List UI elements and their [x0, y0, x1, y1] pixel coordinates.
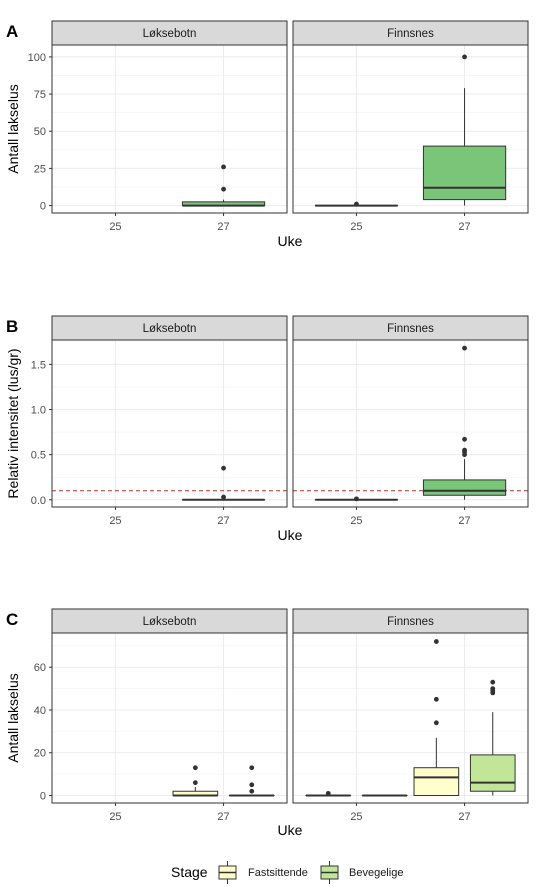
y-tick-label: 40 [34, 705, 46, 717]
facet-strip [292, 20, 529, 46]
outlier-point [354, 496, 359, 502]
y-tick-label: 25 [34, 163, 46, 175]
box-body [469, 754, 516, 792]
outlier-point [192, 765, 198, 771]
panel-border [292, 632, 529, 804]
outlier-point [490, 686, 496, 691]
outlier-point [462, 436, 467, 442]
x-tick-label: 25 [350, 515, 362, 527]
panel-border [51, 632, 288, 804]
panel-border [292, 44, 529, 214]
outlier-point [433, 696, 439, 702]
x-tick-label: 27 [458, 221, 470, 233]
box-week-27 [181, 164, 266, 207]
outlier-point [490, 679, 496, 685]
legend-key-bevegelige [320, 861, 339, 884]
y-tick-label: 0 [40, 201, 46, 213]
facet-strip-label: Finnsnes [387, 323, 434, 335]
facet-strip-label: Finnsnes [387, 28, 434, 40]
box-body [413, 767, 460, 797]
box-body [422, 145, 507, 201]
y-axis-label: Relativ intensitet (lus/gr) [5, 348, 21, 498]
legend-key-fastsittende [218, 861, 237, 884]
facet-strip [292, 315, 529, 341]
y-tick-label: 60 [34, 662, 46, 674]
box-fastsittende-week-27 [413, 639, 460, 797]
x-axis-label: Uke [278, 233, 303, 249]
panel-tag: C [6, 610, 18, 629]
outlier-point [462, 345, 467, 351]
x-tick-label: 25 [109, 221, 121, 233]
x-axis-label: Uke [278, 822, 303, 838]
y-tick-label: 75 [34, 89, 46, 101]
outlier-point [325, 790, 331, 796]
facet-strip [292, 608, 529, 634]
y-tick-label: 100 [28, 52, 46, 64]
y-tick-label: 1.5 [31, 359, 46, 371]
y-tick-label: 0 [40, 791, 46, 803]
facet-strip [51, 20, 288, 46]
box-fastsittende-week-25 [305, 790, 352, 797]
box-body [422, 479, 507, 496]
outlier-point [433, 720, 439, 726]
outlier-point [192, 780, 198, 786]
y-axis-label: Antall lakselus [5, 673, 21, 763]
y-tick-label: 50 [34, 126, 46, 138]
outlier-point [462, 447, 467, 453]
box-week-27 [181, 465, 266, 501]
x-tick-label: 25 [350, 221, 362, 233]
panel-border [51, 44, 288, 214]
outlier-point [221, 186, 226, 192]
outlier-point [354, 201, 359, 207]
panel-background [52, 633, 287, 803]
panel-background [293, 340, 528, 507]
outlier-point [221, 494, 226, 500]
panel-background [52, 45, 287, 213]
facet-strip-label: Løksebotn [143, 616, 197, 628]
y-tick-label: 20 [34, 748, 46, 760]
x-tick-label: 25 [350, 811, 362, 823]
legend-label: Fastsittende [248, 867, 308, 879]
panel-background [52, 340, 287, 507]
box-week-27 [422, 345, 507, 500]
x-tick-label: 27 [217, 515, 229, 527]
outlier-point [249, 765, 255, 771]
y-tick-label: 0.0 [31, 495, 46, 507]
outlier-point [221, 164, 226, 170]
legend-label: Bevegelige [349, 867, 403, 879]
outlier-point [433, 639, 439, 644]
box-fastsittende-week-27 [172, 765, 219, 797]
panel-tag: A [6, 22, 18, 41]
x-tick-label: 27 [217, 811, 229, 823]
panel-border [51, 339, 288, 508]
panel-tag: B [6, 317, 18, 336]
y-axis-label: Antall lakselus [5, 84, 21, 174]
box-week-25 [314, 201, 399, 207]
facet-strip-label: Løksebotn [143, 323, 197, 335]
outlier-point [249, 782, 255, 788]
outlier-point [249, 788, 255, 794]
x-tick-label: 27 [458, 515, 470, 527]
box-week-27 [422, 54, 507, 206]
y-tick-label: 1.0 [31, 405, 46, 417]
x-tick-label: 25 [109, 811, 121, 823]
legend-title: Stage [171, 864, 208, 880]
facet-strip-label: Løksebotn [143, 28, 197, 40]
panel-border [292, 339, 529, 508]
outlier-point [221, 465, 226, 471]
x-axis-label: Uke [278, 527, 303, 543]
box-bevegelige-week-27 [469, 679, 516, 796]
x-tick-label: 25 [109, 515, 121, 527]
facet-strip [51, 315, 288, 341]
x-tick-label: 27 [217, 221, 229, 233]
y-tick-label: 0.5 [31, 450, 46, 462]
box-week-25 [314, 496, 399, 502]
outlier-point [462, 54, 467, 60]
box-bevegelige-week-27 [228, 765, 275, 797]
facet-strip-label: Finnsnes [387, 616, 434, 628]
x-tick-label: 27 [458, 811, 470, 823]
